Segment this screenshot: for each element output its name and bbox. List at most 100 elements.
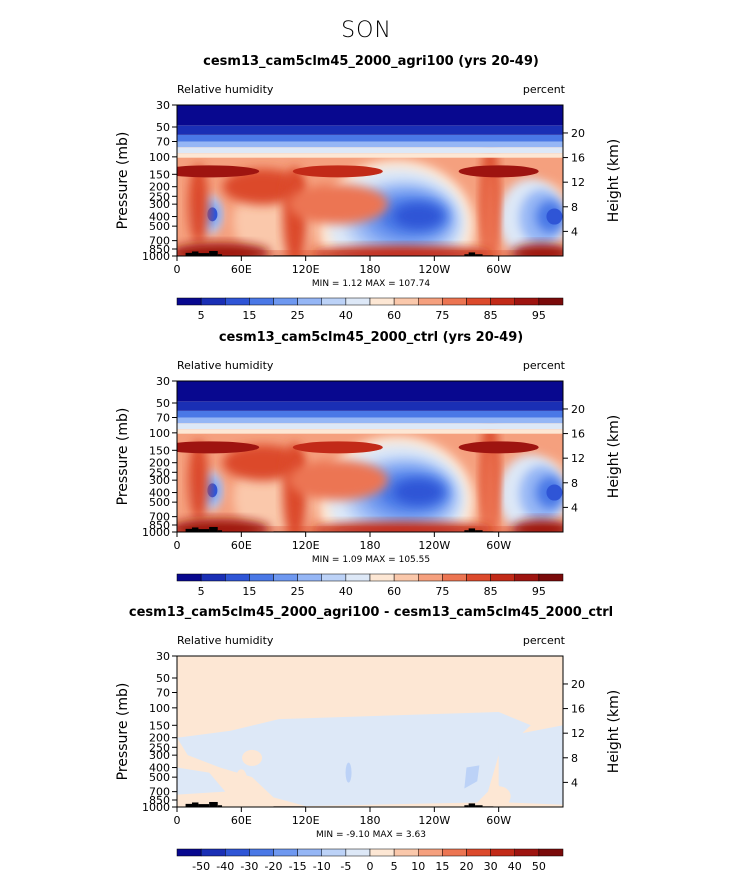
colorbar-segment	[538, 573, 564, 582]
colorbar-segment	[393, 573, 419, 582]
colorbar-label: 40	[339, 309, 353, 322]
y-tick-label: 700	[149, 786, 170, 799]
y-tick-label: 400	[149, 762, 170, 775]
colorbar-label: 5	[198, 585, 205, 598]
y-axis-label: Pressure (mb)	[115, 683, 131, 781]
colorbar-label: -40	[216, 860, 234, 872]
height-tick-label: 20	[571, 127, 585, 140]
colorbar-label: -5	[340, 860, 351, 872]
colorbar-segment	[273, 573, 298, 582]
y-tick-label: 200	[149, 457, 170, 470]
x-tick-label: 180	[360, 814, 381, 827]
y-tick-label: 400	[149, 211, 170, 224]
colorbar-segment	[200, 573, 226, 582]
y-tick-label: 200	[149, 732, 170, 745]
x-tick-label: 120W	[418, 539, 450, 552]
y-tick-label: 150	[149, 444, 170, 457]
x-tick-label: 0	[174, 263, 181, 276]
diff-field	[177, 656, 563, 807]
colorbar-segment	[249, 297, 274, 306]
y-tick-label: 850	[149, 519, 170, 532]
colorbar-segment	[466, 573, 491, 582]
panel-title: cesm13_cam5clm45_2000_agri100 (yrs 20-49…	[203, 54, 539, 69]
y-tick-label: 150	[149, 719, 170, 732]
y-tick-label: 100	[149, 702, 170, 715]
y-tick-label: 30	[156, 375, 170, 388]
colorbar-segment	[466, 848, 491, 857]
colorbar-label: 15	[242, 309, 256, 322]
y-tick-label: 700	[149, 511, 170, 524]
y-axis-label-right: Height (km)	[606, 139, 622, 222]
colorbar-segment	[369, 573, 395, 582]
y-tick-label: 500	[149, 496, 170, 509]
right-label: percent	[523, 83, 566, 96]
colorbar-label: -10	[313, 860, 331, 872]
y-tick-label: 500	[149, 220, 170, 233]
colorbar-segment	[369, 848, 395, 857]
colorbar-segment	[321, 297, 347, 306]
y-tick-label: 400	[149, 487, 170, 500]
x-tick-label: 60E	[231, 814, 252, 827]
colorbar-label: 60	[387, 309, 401, 322]
height-tick-label: 16	[571, 428, 585, 441]
colorbar-segment	[225, 297, 250, 306]
colorbar-segment	[273, 848, 298, 857]
y-tick-label: 300	[149, 749, 170, 762]
colorbar-segment	[393, 848, 419, 857]
min-max-label: MIN = 1.12 MAX = 107.74	[312, 279, 430, 289]
colorbar-label: 50	[532, 860, 546, 872]
y-tick-label: 850	[149, 794, 170, 807]
y-tick-label: 70	[156, 686, 170, 699]
height-tick-label: 8	[571, 201, 578, 214]
colorbar-segment	[514, 848, 540, 857]
colorbar-segment	[442, 848, 467, 857]
y-axis-label-right: Height (km)	[606, 415, 622, 498]
y-tick-label: 250	[149, 466, 170, 479]
x-tick-label: 0	[174, 539, 181, 552]
min-max-label: MIN = -9.10 MAX = 3.63	[316, 830, 426, 840]
colorbar-segment	[490, 848, 515, 857]
left-label: Relative humidity	[177, 83, 274, 96]
chart-panel-3: cesm13_cam5clm45_2000_agri100 - cesm13_c…	[115, 605, 622, 872]
y-tick-label: 1000	[142, 801, 170, 814]
y-tick-label: 300	[149, 198, 170, 211]
x-tick-label: 60E	[231, 263, 252, 276]
x-tick-label: 60E	[231, 539, 252, 552]
height-tick-label: 8	[571, 752, 578, 765]
x-tick-label: 60W	[486, 814, 511, 827]
chart-panel-2: cesm13_cam5clm45_2000_ctrl (yrs 20-49) Re…	[115, 330, 622, 598]
colorbar-segment	[538, 848, 564, 857]
colorbar-label: 15	[435, 860, 449, 872]
colorbar-segment	[176, 297, 202, 306]
x-tick-label: 120E	[292, 814, 320, 827]
colorbar-label: -30	[240, 860, 258, 872]
x-tick-label: 120W	[418, 263, 450, 276]
x-tick-label: 0	[174, 814, 181, 827]
colorbar-segment	[514, 297, 540, 306]
y-tick-label: 70	[156, 411, 170, 424]
colorbar-segment	[321, 573, 347, 582]
colorbar-label: 75	[435, 585, 449, 598]
colorbar-label: 95	[532, 585, 546, 598]
colorbar-label: 25	[291, 585, 305, 598]
height-tick-label: 20	[571, 403, 585, 416]
min-max-label: MIN = 1.09 MAX = 105.55	[312, 555, 430, 565]
colorbar-segment	[297, 573, 322, 582]
y-tick-label: 70	[156, 135, 170, 148]
colorbar-label: 20	[460, 860, 474, 872]
colorbar-segment	[345, 573, 371, 582]
y-tick-label: 50	[156, 121, 170, 134]
x-tick-label: 60W	[486, 539, 511, 552]
colorbar-segment	[442, 573, 467, 582]
colorbar-label: 85	[484, 309, 498, 322]
panel-title: cesm13_cam5clm45_2000_ctrl (yrs 20-49)	[219, 330, 523, 345]
colorbar-segment	[321, 848, 347, 857]
y-tick-label: 700	[149, 235, 170, 248]
y-axis-label: Pressure (mb)	[115, 132, 131, 230]
left-label: Relative humidity	[177, 634, 274, 647]
colorbar-segment	[369, 297, 395, 306]
height-tick-label: 4	[571, 225, 578, 238]
y-tick-label: 150	[149, 168, 170, 181]
colorbar-segment	[490, 573, 515, 582]
